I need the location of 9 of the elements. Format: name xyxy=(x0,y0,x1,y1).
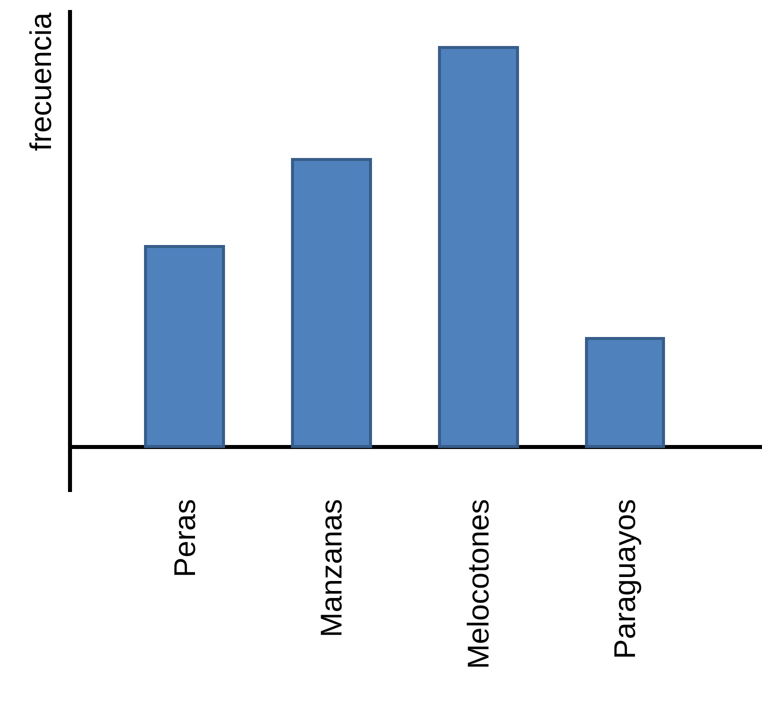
bar xyxy=(438,46,519,448)
bar xyxy=(291,158,372,448)
y-axis-title: frecuencia xyxy=(25,12,58,151)
x-tick-label: Peras xyxy=(168,499,202,578)
bar xyxy=(585,337,665,448)
x-tick-label: Melocotones xyxy=(462,499,496,670)
x-tick-label: Paraguayos xyxy=(609,499,642,660)
bar xyxy=(144,245,225,448)
x-tick-label: Manzanas xyxy=(316,499,349,638)
